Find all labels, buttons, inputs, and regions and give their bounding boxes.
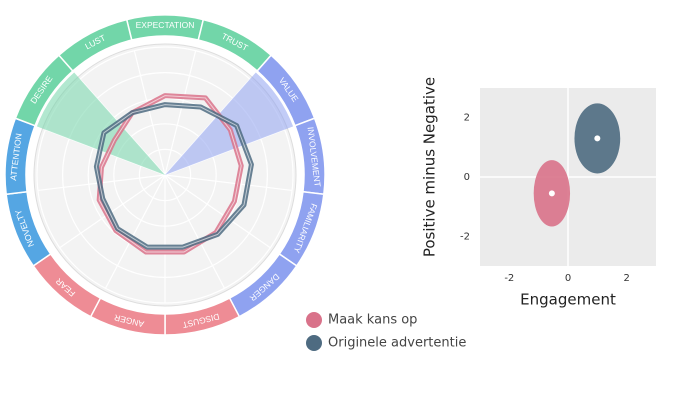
spoke bbox=[104, 174, 166, 289]
spoke bbox=[164, 174, 293, 192]
legend-label: Maak kans op bbox=[328, 313, 417, 328]
spoke bbox=[59, 174, 166, 249]
spoke bbox=[164, 174, 271, 249]
spoke bbox=[164, 174, 226, 289]
x-axis-title: Engagement bbox=[520, 291, 616, 309]
segment-label: EXPECTATION bbox=[136, 20, 195, 30]
x-tick-label: 0 bbox=[565, 273, 571, 284]
radar-line-inner bbox=[98, 95, 242, 253]
x-tick-label: 2 bbox=[623, 273, 629, 284]
y-axis-title: Positive minus Negative bbox=[421, 77, 439, 257]
spoke bbox=[133, 50, 166, 176]
spoke bbox=[164, 50, 197, 176]
highlight-wedge bbox=[36, 72, 166, 175]
legend-swatch bbox=[306, 335, 322, 351]
radar-chart: EXPECTATIONTRUSTVALUEINVOLVEMENTFAMILIAR… bbox=[4, 14, 466, 351]
y-tick-label: 2 bbox=[464, 113, 470, 124]
x-tick-label: -2 bbox=[504, 273, 514, 284]
legend-label: Originele advertentie bbox=[328, 336, 466, 351]
point bbox=[594, 135, 601, 142]
y-tick-label: -2 bbox=[460, 231, 470, 242]
ring-segment bbox=[57, 18, 133, 73]
radar-line-inner bbox=[95, 104, 252, 248]
legend-swatch bbox=[306, 312, 322, 328]
scatter-chart: -2 0 2 -2 0 2 Engagement Positive minus Negativ… bbox=[421, 77, 656, 309]
point bbox=[548, 190, 555, 197]
y-tick-label: 0 bbox=[464, 172, 470, 183]
